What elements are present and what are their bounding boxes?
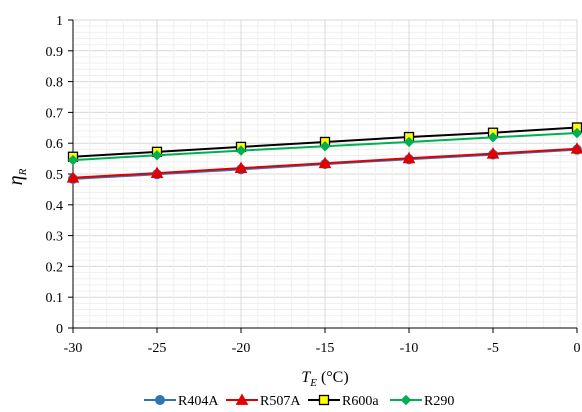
data-point (235, 145, 247, 156)
data-point (151, 150, 163, 161)
legend: R404A R507A R600a R290 (144, 393, 454, 409)
legend-label: R507A (260, 394, 301, 409)
y-tick-label: 0.4 (46, 199, 64, 214)
data-point (318, 156, 332, 169)
x-tick-label: -5 (487, 341, 499, 356)
y-axis-title-main: η (5, 175, 27, 185)
y-tick-label: 0.9 (46, 45, 64, 60)
grid-lines (72, 19, 578, 329)
data-point (66, 171, 80, 183)
x-tick-label: -30 (64, 341, 83, 356)
y-tick-label: 0 (56, 322, 63, 337)
x-tick-label: 0 (574, 341, 581, 356)
data-point (486, 147, 500, 159)
y-tick-label: 0.1 (46, 291, 64, 306)
x-axis-title-sub: E (309, 377, 317, 389)
data-point (67, 154, 79, 166)
data-point (403, 136, 415, 148)
legend-item-r507a: R507A (226, 393, 301, 409)
y-tick-label: 0.7 (46, 106, 64, 121)
y-axis-ticks: 0 0.1 0.2 0.3 0.4 0.5 0.6 0.7 0.8 0.9 1 (46, 14, 73, 337)
y-tick-label: 0.3 (46, 230, 64, 245)
data-point (150, 166, 164, 178)
x-tick-label: -10 (400, 341, 419, 356)
legend-marker (318, 394, 330, 406)
legend-item-r600a: R600a (308, 394, 379, 409)
y-tick-label: 0.5 (46, 168, 64, 183)
x-tick-label: -15 (316, 341, 335, 356)
data-point (571, 127, 582, 139)
data-point (570, 142, 582, 154)
legend-marker (400, 394, 412, 406)
y-tick-label: 0.6 (46, 137, 64, 152)
data-point (319, 141, 331, 152)
y-tick-label: 1 (56, 14, 63, 29)
y-axis-title: ηR (5, 168, 29, 185)
x-axis-ticks: -30 -25 -20 -15 -10 -5 0 (64, 328, 581, 356)
x-axis-title-unit: (°C) (317, 369, 349, 386)
legend-marker (155, 395, 165, 405)
series-r290 (67, 127, 582, 166)
series-r507a (66, 142, 582, 183)
legend-marker (235, 393, 249, 405)
legend-item-r404a: R404A (144, 394, 219, 409)
y-tick-label: 0.2 (46, 260, 64, 275)
legend-item-r290: R290 (390, 394, 454, 409)
x-tick-label: -20 (232, 341, 251, 356)
data-point (487, 132, 499, 143)
x-axis-title-main: T (301, 369, 311, 386)
y-tick-label: 0.8 (46, 76, 64, 91)
x-tick-label: -25 (148, 341, 167, 356)
legend-label: R290 (424, 394, 454, 409)
data-point (234, 161, 248, 174)
data-point (402, 151, 416, 164)
x-axis-title: TE (°C) (301, 369, 348, 389)
legend-label: R404A (178, 394, 219, 409)
legend-label: R600a (342, 394, 379, 409)
y-axis-title-sub: R (17, 168, 29, 176)
